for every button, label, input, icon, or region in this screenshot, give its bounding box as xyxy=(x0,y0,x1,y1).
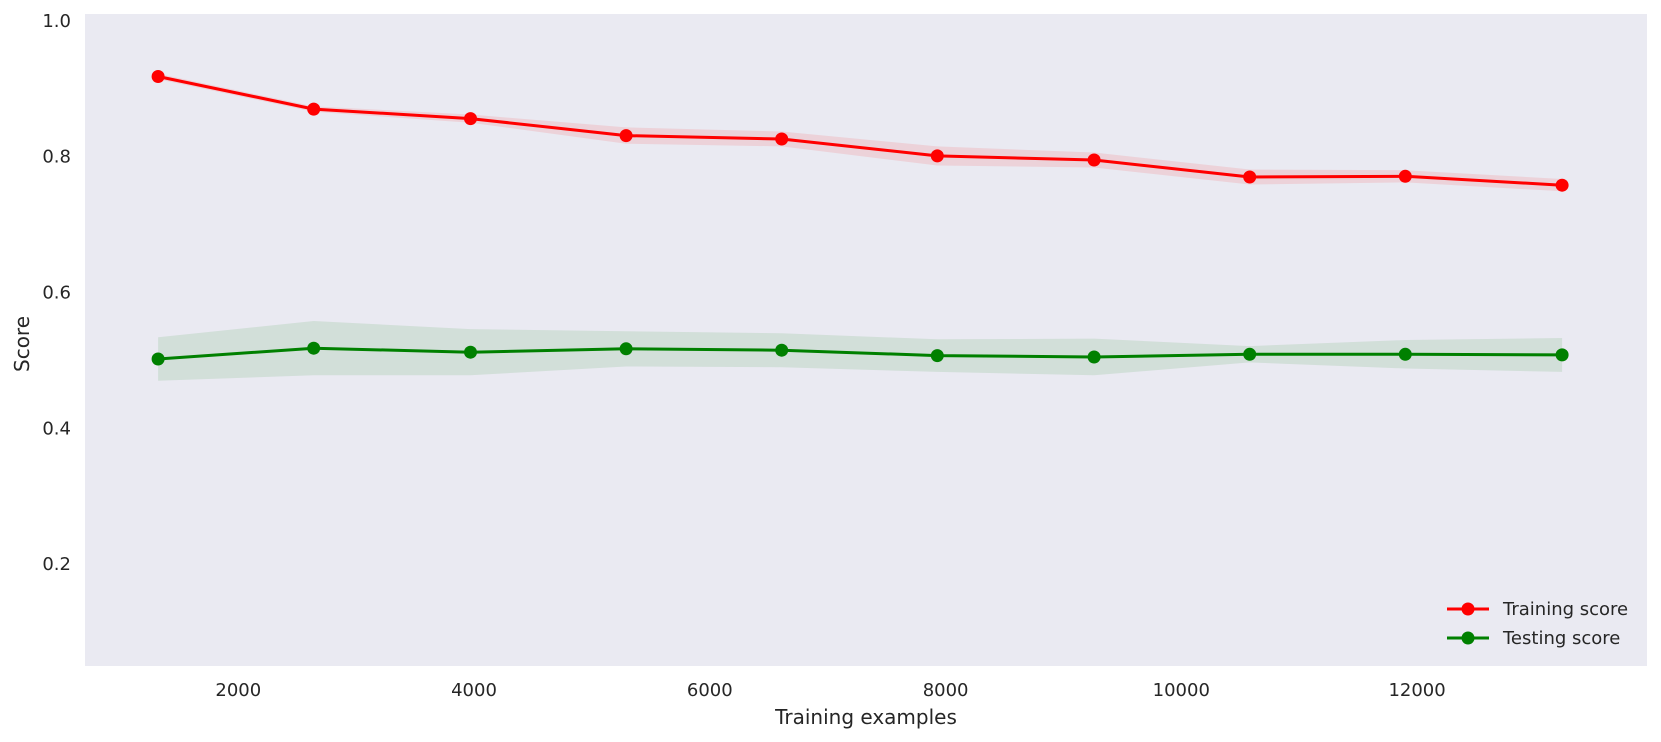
series-0-point xyxy=(1243,170,1257,184)
y-axis-label: Score xyxy=(10,316,34,372)
series-1-point xyxy=(1087,350,1101,364)
y-tick-label: 0.8 xyxy=(42,147,71,168)
series-1-band xyxy=(158,321,1563,381)
legend-marker-0 xyxy=(1461,602,1475,616)
series-0-band xyxy=(158,73,1563,192)
series-0-point xyxy=(619,129,633,143)
series-0-point xyxy=(775,132,789,146)
series-1-point xyxy=(930,349,944,363)
series-1-point xyxy=(1398,347,1412,361)
series-0-point xyxy=(930,149,944,163)
series-0-point xyxy=(1087,153,1101,167)
x-tick-label: 10000 xyxy=(1153,680,1210,701)
series-1-point xyxy=(307,341,321,355)
x-tick-label: 12000 xyxy=(1388,680,1445,701)
x-tick-label: 6000 xyxy=(687,680,733,701)
series-0-point xyxy=(307,102,321,116)
legend-label-1: Testing score xyxy=(1502,628,1620,649)
y-tick-label: 1.0 xyxy=(42,11,71,32)
y-tick-label: 0.6 xyxy=(42,283,71,304)
series-1-point xyxy=(775,343,789,357)
series-points xyxy=(151,70,1569,366)
y-tick-label: 0.2 xyxy=(42,554,71,575)
x-tick-label: 2000 xyxy=(215,680,261,701)
series-0-point xyxy=(464,112,477,126)
series-1-line xyxy=(157,346,1563,361)
y-tick-label: 0.4 xyxy=(42,418,71,439)
series-1-point xyxy=(1555,348,1569,362)
series-1-point xyxy=(619,342,633,356)
series-0-line xyxy=(157,75,1563,187)
x-tick-label: 8000 xyxy=(923,680,969,701)
x-axis-label: Training examples xyxy=(774,705,957,729)
series-0-point xyxy=(1398,169,1412,183)
x-axis-ticks: 2000 4000 6000 8000 10000 12000 xyxy=(215,680,1445,701)
plot-area xyxy=(85,14,1647,666)
series-0-point xyxy=(1555,178,1569,192)
legend: Training score Testing score xyxy=(1447,599,1628,649)
series-1-point xyxy=(464,345,477,359)
series-0-point xyxy=(151,70,165,83)
series-lines xyxy=(157,75,1563,361)
series-1-point xyxy=(151,352,165,366)
y-axis-ticks: 0.2 0.4 0.6 0.8 1.0 xyxy=(42,11,71,575)
legend-label-0: Training score xyxy=(1502,599,1628,620)
series-1-point xyxy=(1243,347,1257,361)
x-tick-label: 4000 xyxy=(451,680,497,701)
confidence-bands xyxy=(158,73,1563,381)
legend-marker-1 xyxy=(1461,631,1475,645)
